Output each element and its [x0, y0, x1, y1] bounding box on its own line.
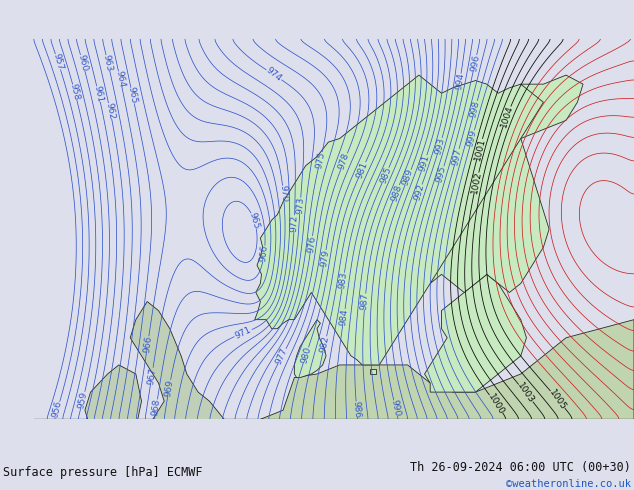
Text: 1000: 1000	[486, 392, 506, 416]
Text: 975: 975	[314, 150, 327, 169]
Text: ©weatheronline.co.uk: ©weatheronline.co.uk	[506, 479, 631, 490]
Text: 967: 967	[146, 367, 157, 385]
Text: 1005: 1005	[548, 388, 568, 412]
Text: 963: 963	[102, 53, 114, 72]
Text: 1004: 1004	[499, 104, 515, 128]
Text: 966: 966	[259, 245, 269, 263]
Polygon shape	[85, 365, 141, 438]
Text: 968: 968	[151, 398, 162, 416]
Text: 961: 961	[93, 85, 105, 103]
Text: 969: 969	[164, 378, 175, 397]
Text: 983: 983	[338, 271, 349, 290]
Text: 997: 997	[451, 147, 463, 166]
Text: 995: 995	[435, 165, 448, 183]
Text: 999: 999	[466, 129, 479, 147]
Text: 965: 965	[248, 211, 261, 230]
Text: 962: 962	[104, 101, 116, 120]
Text: 977: 977	[275, 346, 290, 366]
Text: 989: 989	[401, 168, 415, 187]
Text: 959: 959	[77, 391, 89, 409]
Text: 972: 972	[290, 214, 299, 232]
Text: 965: 965	[127, 86, 138, 105]
Text: 970: 970	[278, 185, 288, 202]
Polygon shape	[370, 368, 376, 374]
Text: 958: 958	[68, 83, 81, 101]
Text: 1003: 1003	[515, 381, 536, 405]
Text: 984: 984	[339, 308, 349, 326]
Polygon shape	[294, 319, 326, 378]
Text: 971: 971	[233, 325, 253, 341]
Text: 978: 978	[337, 151, 351, 171]
Text: 982: 982	[319, 335, 331, 353]
Text: 957: 957	[51, 52, 65, 71]
Polygon shape	[34, 319, 634, 465]
Polygon shape	[510, 75, 583, 139]
Text: 981: 981	[355, 160, 370, 179]
Text: 986: 986	[352, 400, 362, 418]
Text: Th 26-09-2024 06:00 UTC (00+30): Th 26-09-2024 06:00 UTC (00+30)	[410, 461, 631, 473]
Text: 990: 990	[389, 399, 402, 417]
Text: 960: 960	[76, 53, 89, 72]
Text: 974: 974	[264, 66, 283, 84]
Text: 966: 966	[142, 335, 153, 353]
Text: 988: 988	[389, 183, 403, 202]
Text: 996: 996	[469, 53, 481, 72]
Polygon shape	[130, 301, 224, 465]
Text: 964: 964	[114, 70, 126, 88]
Text: Surface pressure [hPa] ECMWF: Surface pressure [hPa] ECMWF	[3, 466, 203, 479]
Text: 991: 991	[418, 153, 431, 172]
Text: 992: 992	[413, 183, 426, 201]
Text: 994: 994	[454, 72, 465, 91]
Text: 985: 985	[378, 166, 393, 185]
Text: 976: 976	[306, 235, 317, 253]
Text: 973: 973	[295, 197, 305, 215]
Text: 980: 980	[299, 345, 313, 365]
Polygon shape	[425, 274, 526, 392]
Text: 987: 987	[360, 293, 370, 311]
Text: 993: 993	[434, 136, 446, 155]
Text: 956: 956	[51, 400, 64, 419]
Polygon shape	[430, 93, 549, 293]
Text: 998: 998	[469, 99, 481, 118]
Text: 1001: 1001	[472, 137, 486, 161]
Text: 979: 979	[319, 249, 330, 267]
Polygon shape	[255, 75, 543, 365]
Text: 1002: 1002	[470, 171, 483, 195]
